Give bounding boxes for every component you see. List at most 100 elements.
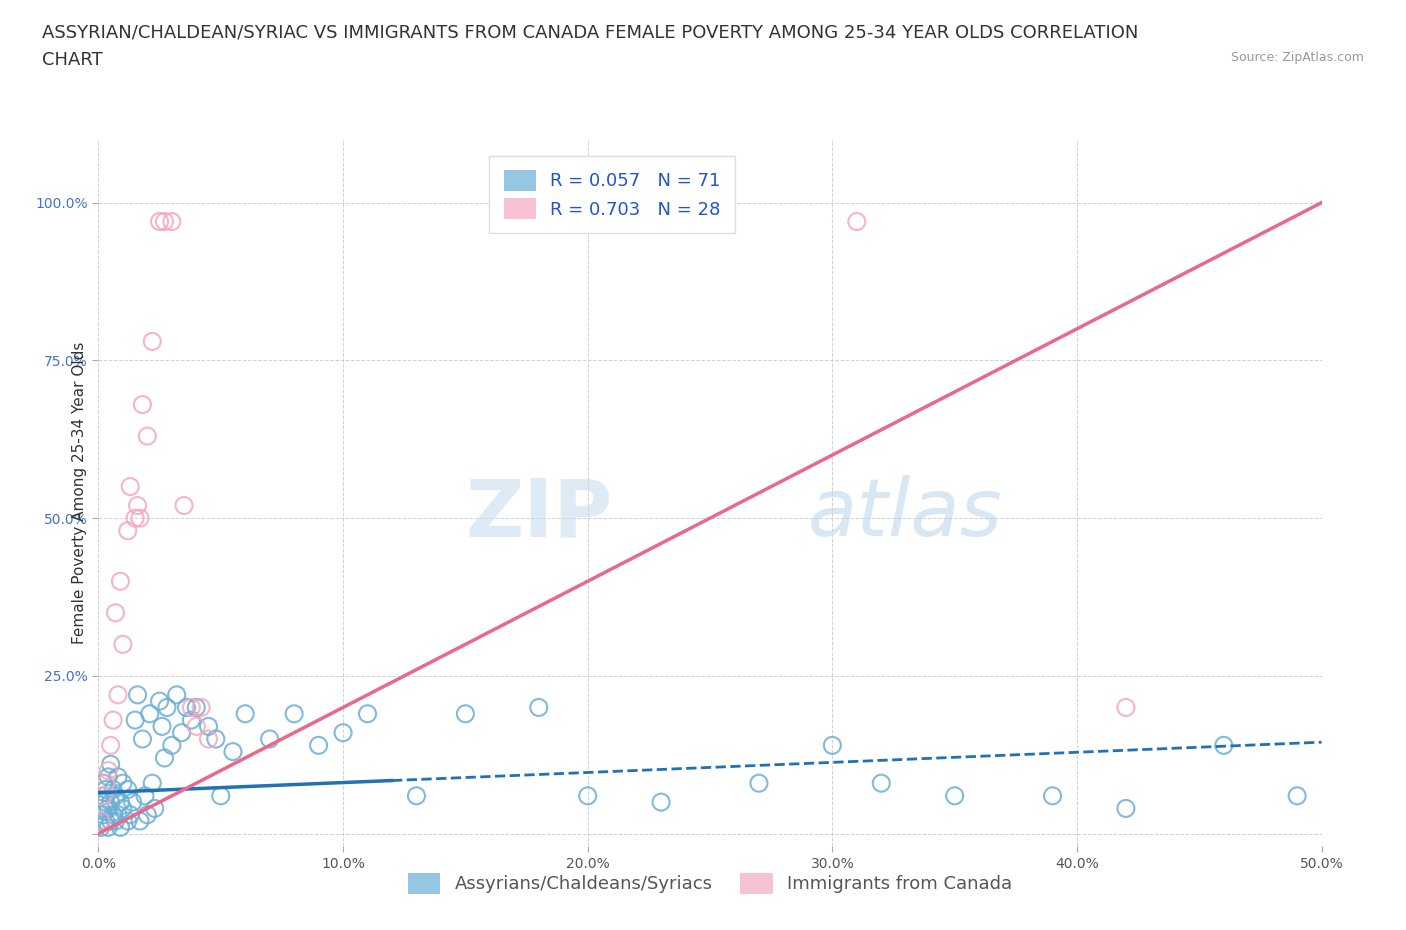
Point — [160, 737, 183, 752]
Point — [180, 712, 202, 727]
Point — [91, 776, 114, 790]
Point — [136, 807, 159, 822]
Point — [104, 814, 127, 829]
Point — [1212, 737, 1234, 752]
Point — [91, 789, 114, 804]
Point — [222, 744, 245, 759]
Point — [120, 807, 142, 822]
Point — [943, 789, 966, 804]
Point — [124, 511, 146, 525]
Point — [131, 397, 153, 412]
Point — [110, 794, 132, 809]
Point — [100, 737, 122, 752]
Point — [149, 694, 172, 709]
Point — [205, 732, 228, 747]
Text: ASSYRIAN/CHALDEAN/SYRIAC VS IMMIGRANTS FROM CANADA FEMALE POVERTY AMONG 25-34 YE: ASSYRIAN/CHALDEAN/SYRIAC VS IMMIGRANTS F… — [42, 23, 1139, 41]
Text: ZIP: ZIP — [465, 475, 612, 553]
Point — [90, 814, 112, 829]
Point — [170, 725, 193, 740]
Point — [454, 707, 477, 722]
Point — [110, 574, 132, 589]
Point — [527, 700, 550, 715]
Point — [120, 479, 142, 494]
Point — [332, 725, 354, 740]
Point — [97, 820, 120, 835]
Point — [576, 789, 599, 804]
Y-axis label: Female Poverty Among 25-34 Year Olds: Female Poverty Among 25-34 Year Olds — [72, 341, 87, 644]
Point — [97, 764, 120, 778]
Point — [176, 700, 198, 715]
Point — [141, 334, 163, 349]
Point — [129, 814, 152, 829]
Point — [821, 737, 844, 752]
Text: atlas: atlas — [808, 475, 1002, 553]
Point — [308, 737, 330, 752]
Point — [107, 769, 129, 784]
Point — [131, 732, 153, 747]
Point — [166, 687, 188, 702]
Point — [283, 707, 305, 722]
Point — [127, 687, 149, 702]
Point — [748, 776, 770, 790]
Point — [111, 637, 134, 652]
Text: CHART: CHART — [42, 51, 103, 69]
Point — [150, 719, 173, 734]
Point — [101, 782, 124, 797]
Point — [160, 214, 183, 229]
Point — [650, 794, 672, 809]
Point — [173, 498, 195, 513]
Point — [143, 801, 166, 816]
Point — [186, 719, 208, 734]
Point — [110, 820, 132, 835]
Point — [190, 700, 212, 715]
Point — [97, 801, 120, 816]
Point — [845, 214, 868, 229]
Point — [141, 776, 163, 790]
Text: Source: ZipAtlas.com: Source: ZipAtlas.com — [1230, 51, 1364, 64]
Point — [104, 605, 127, 620]
Point — [117, 782, 139, 797]
Legend: Assyrians/Chaldeans/Syriacs, Immigrants from Canada: Assyrians/Chaldeans/Syriacs, Immigrants … — [394, 858, 1026, 908]
Point — [186, 700, 208, 715]
Point — [101, 712, 124, 727]
Point — [1286, 789, 1309, 804]
Point — [121, 794, 143, 809]
Point — [104, 789, 127, 804]
Point — [209, 789, 232, 804]
Point — [100, 794, 122, 809]
Point — [134, 789, 156, 804]
Point — [101, 807, 124, 822]
Point — [356, 707, 378, 722]
Point — [180, 700, 202, 715]
Point — [149, 214, 172, 229]
Point — [97, 769, 120, 784]
Point — [197, 732, 219, 747]
Point — [107, 687, 129, 702]
Point — [117, 814, 139, 829]
Point — [94, 782, 117, 797]
Point — [153, 751, 176, 765]
Point — [1115, 700, 1137, 715]
Point — [139, 707, 162, 722]
Point — [405, 789, 427, 804]
Point — [870, 776, 893, 790]
Point — [90, 801, 112, 816]
Point — [127, 498, 149, 513]
Point — [94, 814, 117, 829]
Point — [136, 429, 159, 444]
Point — [91, 807, 114, 822]
Point — [90, 820, 112, 835]
Point — [107, 807, 129, 822]
Point — [100, 757, 122, 772]
Point — [1042, 789, 1064, 804]
Point — [153, 214, 176, 229]
Point — [129, 511, 152, 525]
Point — [156, 700, 179, 715]
Point — [90, 814, 112, 829]
Point — [117, 524, 139, 538]
Point — [91, 789, 114, 804]
Point — [94, 776, 117, 790]
Point — [111, 776, 134, 790]
Point — [197, 719, 219, 734]
Point — [1115, 801, 1137, 816]
